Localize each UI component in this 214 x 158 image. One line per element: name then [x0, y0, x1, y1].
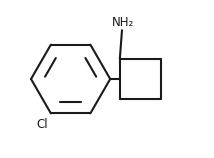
Text: NH₂: NH₂: [112, 16, 134, 29]
Text: Cl: Cl: [36, 118, 48, 131]
